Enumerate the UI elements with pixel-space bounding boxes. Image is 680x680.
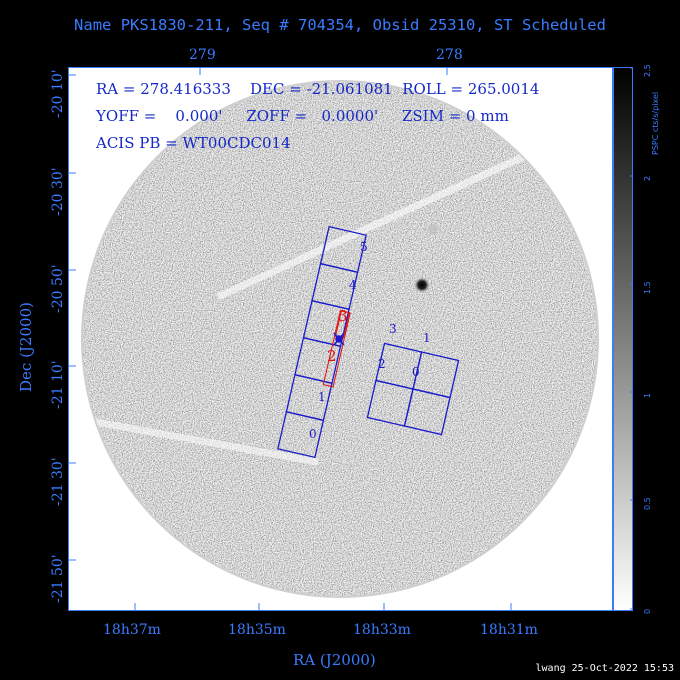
acis-s-chip-0 (277, 410, 325, 459)
info-line-2: YOFF = 0.000' ZOFF = 0.0000' ZSIM = 0 mm (96, 107, 509, 125)
top-tick-label: 278 (436, 47, 463, 63)
info-line-3: ACIS PB = WT00CDC014 (96, 134, 291, 152)
acis-i-array (366, 342, 460, 436)
sky-image-panel (68, 67, 613, 611)
acis-s-chip-label: 0 (309, 427, 317, 441)
left-tick-label: -21 30' (50, 457, 66, 506)
info-line-1: RA = 278.416333 DEC = -21.061081 ROLL = … (96, 80, 540, 98)
colorbar-tick-label: 1.5 (643, 281, 652, 294)
left-tick-label: -20 50' (50, 264, 66, 313)
bright-source (413, 276, 431, 294)
acis-i-chip-label: 3 (389, 322, 397, 336)
acis-i-chip-0 (403, 388, 451, 436)
colorbar-tick-label: 0.5 (643, 497, 652, 510)
left-axis-title: Dec (J2000) (17, 302, 35, 392)
footer-stamp: lwang 25-Oct-2022 15:53 (535, 663, 674, 674)
acis-s-array (277, 225, 367, 459)
left-tick-label: -21 10' (50, 360, 66, 409)
fov-edge (81, 80, 599, 598)
colorbar-title: PSPC cts/s/pixel (651, 91, 660, 155)
colorbar-tick-label: 1 (643, 392, 652, 398)
acis-s-chip-label: 4 (349, 278, 357, 292)
acis-s-chip-label: 5 (360, 240, 368, 254)
top-tick-label: 279 (189, 47, 216, 63)
bottom-axis-title: RA (J2000) (293, 651, 376, 669)
bottom-tick-label: 18h37m (103, 622, 161, 638)
acis-i-chip-label: 0 (412, 365, 420, 379)
plot-title: Name PKS1830-211, Seq # 704354, Obsid 25… (74, 16, 606, 34)
acis-i-chip-label: 1 (423, 331, 431, 345)
bottom-tick-label: 18h35m (228, 622, 286, 638)
left-tick-label: -20 30' (50, 167, 66, 216)
bottom-tick-label: 18h33m (353, 622, 411, 638)
bottom-tick-label: 18h31m (480, 622, 538, 638)
colorbar-tick-label: 2.5 (643, 64, 652, 77)
bottom-ticks (134, 603, 512, 611)
target-marker (333, 332, 345, 346)
colorbar-tick-label: 2 (643, 175, 652, 181)
colorbar (614, 68, 632, 610)
top-ticks (199, 67, 448, 75)
colorbar-ticks (630, 67, 633, 610)
acis-s-chip-label: 1 (318, 390, 326, 404)
colorbar-tick-label: 0 (643, 608, 652, 614)
support-rib-shadow (82, 413, 319, 466)
left-tick-label: -21 50' (50, 554, 66, 603)
acis-i-chip-label: 2 (378, 357, 386, 371)
left-tick-label: -20 10' (50, 69, 66, 118)
red-label-2: 2 (327, 347, 337, 365)
red-label-3: 3 (338, 307, 348, 325)
left-ticks (68, 74, 76, 561)
faint-source (428, 224, 438, 234)
